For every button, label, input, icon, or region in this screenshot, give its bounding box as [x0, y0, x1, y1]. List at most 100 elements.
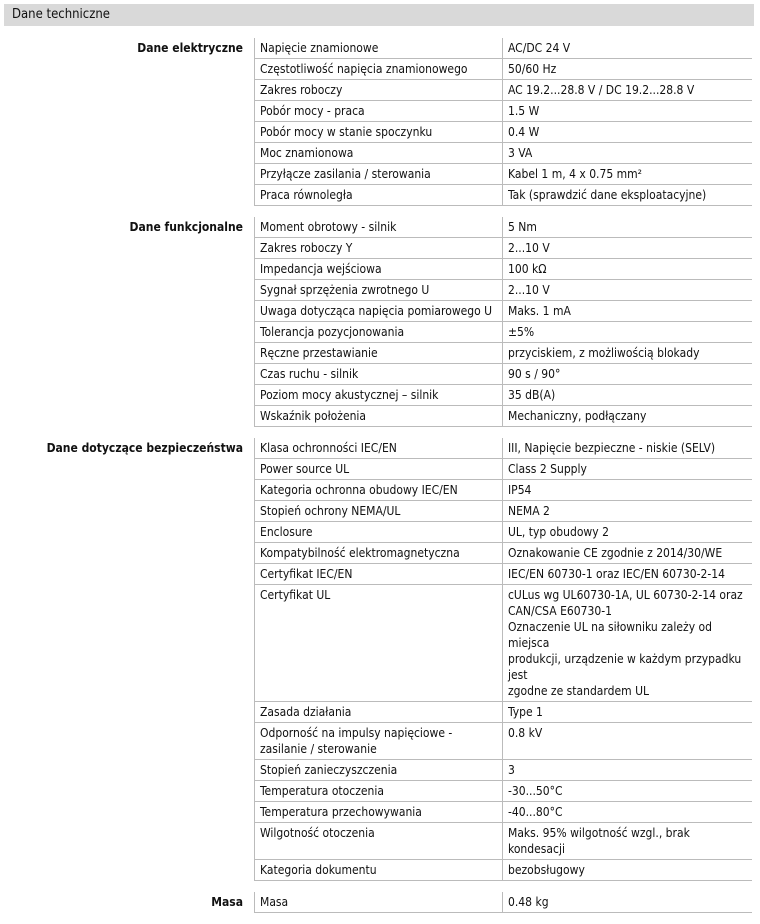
value: Oznakowanie CE zgodnie z 2014/30/WE: [502, 543, 752, 563]
spec-row: Moment obrotowy - silnik 5 Nm: [254, 217, 752, 238]
value-line: 3: [508, 763, 515, 777]
parameter: Czas ruchu - silnik: [254, 364, 502, 384]
parameter: Częstotliwość napięcia znamionowego: [254, 59, 502, 79]
spec-row: Klasa ochronności IEC/EN III, Napięcie be…: [254, 438, 752, 459]
spec-row: Odporność na impulsy napięciowe - zasila…: [254, 723, 752, 760]
value-line: -40...80°C: [508, 805, 563, 819]
spec-row: Przyłącze zasilania / sterowania Kabel 1 …: [254, 164, 752, 185]
value: Class 2 Supply: [502, 459, 752, 479]
value-line: 3 VA: [508, 146, 533, 160]
value: cULus wg UL60730-1A, UL 60730-2-14 oraz C…: [502, 585, 752, 701]
value-line: AC 19.2...28.8 V / DC 19.2...28.8 V: [508, 83, 695, 97]
page: Dane techniczne Dane elektryczne Napięcie…: [0, 4, 760, 913]
spec-row: Czas ruchu - silnik 90 s / 90°: [254, 364, 752, 385]
value-line: ±5%: [508, 325, 535, 339]
parameter: Moment obrotowy - silnik: [254, 217, 502, 237]
value: Tak (sprawdzić dane eksploatacyjne): [502, 185, 752, 205]
value-line: UL, typ obudowy 2: [508, 525, 609, 539]
spec-row: Wskaźnik położenia Mechaniczny, podłączan…: [254, 406, 752, 427]
parameter: Pobór mocy w stanie spoczynku: [254, 122, 502, 142]
value-line: Tak (sprawdzić dane eksploatacyjne): [508, 188, 707, 202]
value-line: 35 dB(A): [508, 388, 556, 402]
parameter: Kategoria ochronna obudowy IEC/EN: [254, 480, 502, 500]
value-line: Type 1: [508, 705, 543, 719]
value-line: Oznakowanie CE zgodnie z 2014/30/WE: [508, 546, 723, 560]
parameter: Wskaźnik położenia: [254, 406, 502, 426]
spec-row: Wilgotność otoczenia Maks. 95% wilgotność…: [254, 823, 752, 860]
value-line: 2...10 V: [508, 241, 550, 255]
spec-row: Temperatura przechowywania -40...80°C: [254, 802, 752, 823]
spec-row: Masa 0.48 kg: [254, 892, 752, 913]
value: 1.5 W: [502, 101, 752, 121]
value: 0.48 kg: [502, 892, 752, 912]
spec-row: Power source UL Class 2 Supply: [254, 459, 752, 480]
value: III, Napięcie bezpieczne - niskie (SELV): [502, 438, 752, 458]
value: Type 1: [502, 702, 752, 722]
value-line: 90 s / 90°: [508, 367, 561, 381]
value: 3: [502, 760, 752, 780]
spec-row: Certyfikat IEC/EN IEC/EN 60730-1 oraz IEC…: [254, 564, 752, 585]
section: Dane funkcjonalne Moment obrotowy - silni…: [0, 217, 760, 427]
value: 3 VA: [502, 143, 752, 163]
parameter: Stopień ochrony NEMA/UL: [254, 501, 502, 521]
parameter: Praca równoległa: [254, 185, 502, 205]
value-line: 0.4 W: [508, 125, 540, 139]
spec-row: Kategoria dokumentu bezobsługowy: [254, 860, 752, 881]
value-line: Maks. 95% wilgotność wzgl., brak kondesa…: [508, 826, 690, 856]
section: Masa Masa 0.48 kg: [0, 892, 760, 913]
spec-row: Kategoria ochronna obudowy IEC/EN IP54: [254, 480, 752, 501]
value: 100 kΩ: [502, 259, 752, 279]
parameter: Zakres roboczy: [254, 80, 502, 100]
value: 50/60 Hz: [502, 59, 752, 79]
value-line: Kabel 1 m, 4 x 0.75 mm²: [508, 167, 643, 181]
value-line: 2...10 V: [508, 283, 550, 297]
parameter: Moc znamionowa: [254, 143, 502, 163]
value: 5 Nm: [502, 217, 752, 237]
spec-row: Sygnał sprzężenia zwrotnego U 2...10 V: [254, 280, 752, 301]
parameter: Certyfikat IEC/EN: [254, 564, 502, 584]
value: bezobsługowy: [502, 860, 752, 880]
spec-row: Moc znamionowa 3 VA: [254, 143, 752, 164]
value-line: 50/60 Hz: [508, 62, 557, 76]
spec-row: Praca równoległa Tak (sprawdzić dane eksp…: [254, 185, 752, 206]
header-bar: Dane techniczne: [4, 4, 754, 26]
value: 2...10 V: [502, 238, 752, 258]
section: Dane elektryczne Napięcie znamionowe AC/DC…: [0, 38, 760, 206]
value-line: 5 Nm: [508, 220, 537, 234]
spec-row: Poziom mocy akustycznej – silnik 35 dB(A): [254, 385, 752, 406]
parameter: Temperatura przechowywania: [254, 802, 502, 822]
value-line: IP54: [508, 483, 532, 497]
value: UL, typ obudowy 2: [502, 522, 752, 542]
value-line: Maks. 1 mA: [508, 304, 571, 318]
value-line: 100 kΩ: [508, 262, 547, 276]
spec-row: Tolerancja pozycjonowania ±5%: [254, 322, 752, 343]
parameter: Masa: [254, 892, 502, 912]
value: Maks. 95% wilgotność wzgl., brak kondesa…: [502, 823, 752, 859]
parameter: Uwaga dotycząca napięcia pomiarowego U: [254, 301, 502, 321]
parameter: Przyłącze zasilania / sterowania: [254, 164, 502, 184]
section-label: Dane dotyczące bezpieczeństwa: [46, 441, 243, 455]
parameter: Temperatura otoczenia: [254, 781, 502, 801]
value: 90 s / 90°: [502, 364, 752, 384]
parameter: Impedancja wejściowa: [254, 259, 502, 279]
value-line: 0.8 kV: [508, 726, 543, 740]
value-line: 0.48 kg: [508, 895, 549, 909]
value-line: Class 2 Supply: [508, 462, 587, 476]
value: AC 19.2...28.8 V / DC 19.2...28.8 V: [502, 80, 752, 100]
value-line: IEC/EN 60730-1 oraz IEC/EN 60730-2-14: [508, 567, 726, 581]
value-line: produkcji, urządzenie w każdym przypadku…: [508, 652, 742, 682]
value: 2...10 V: [502, 280, 752, 300]
section-label: Dane funkcjonalne: [129, 220, 243, 234]
spec-row: Częstotliwość napięcia znamionowego 50/60…: [254, 59, 752, 80]
value-line: CAN/CSA E60730-1: [508, 604, 612, 618]
spec-row: Napięcie znamionowe AC/DC 24 V: [254, 38, 752, 59]
value-line: III, Napięcie bezpieczne - niskie (SELV): [508, 441, 716, 455]
value: IP54: [502, 480, 752, 500]
value: IEC/EN 60730-1 oraz IEC/EN 60730-2-14: [502, 564, 752, 584]
spec-row: Zakres roboczy AC 19.2...28.8 V / DC 19.2…: [254, 80, 752, 101]
spec-row: Zakres roboczy Y 2...10 V: [254, 238, 752, 259]
value-line: przyciskiem, z możliwością blokady: [508, 346, 700, 360]
parameter: Odporność na impulsy napięciowe - zasila…: [254, 723, 502, 759]
value: NEMA 2: [502, 501, 752, 521]
spec-row: Kompatybilność elektromagnetyczna Oznakow…: [254, 543, 752, 564]
